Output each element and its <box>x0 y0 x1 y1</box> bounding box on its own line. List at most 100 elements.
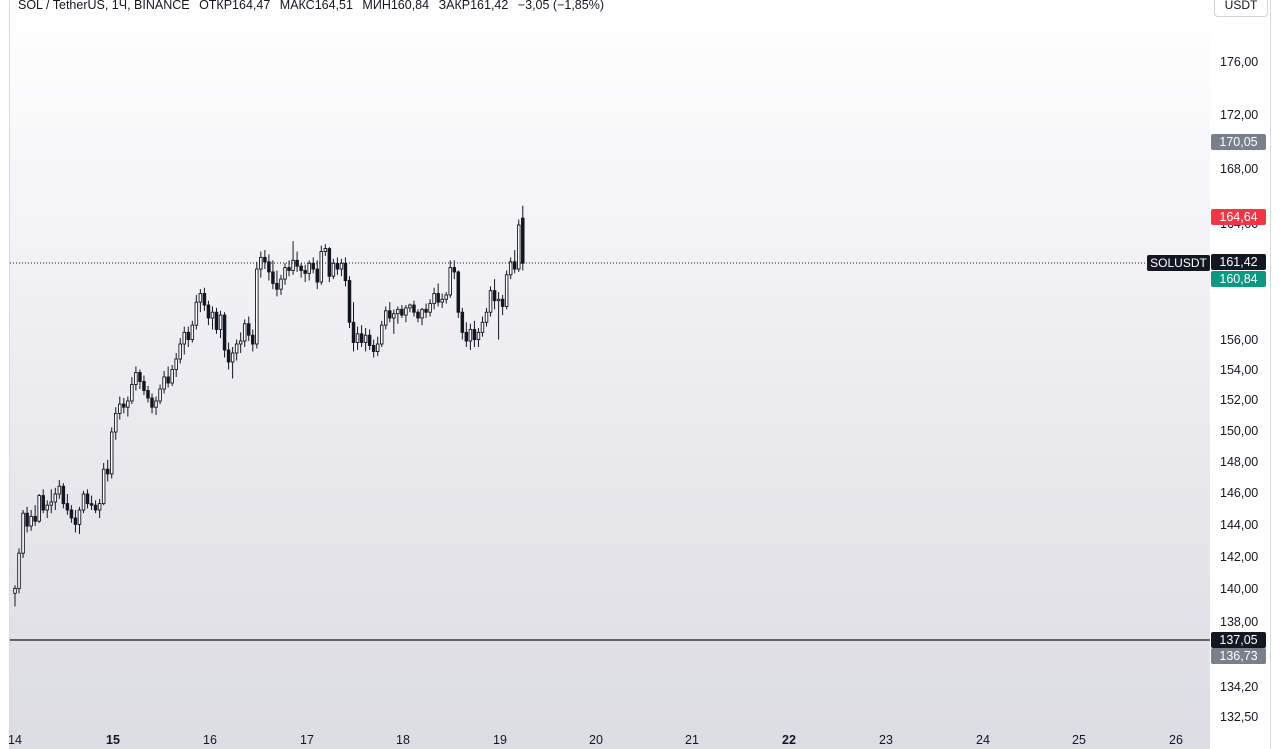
candle-body <box>276 283 279 289</box>
candle-body <box>284 268 287 280</box>
candle-body <box>312 263 315 269</box>
legend-open: ОТКР164,47 <box>199 0 270 12</box>
candle-body <box>50 502 53 505</box>
candle-body <box>171 370 174 384</box>
candle-body <box>445 295 448 299</box>
candle-body <box>376 344 379 352</box>
price-axis-label: 154,00 <box>1220 363 1258 377</box>
candle-body <box>453 268 456 272</box>
candle-body <box>465 332 468 341</box>
time-axis-label: 19 <box>493 733 507 747</box>
candle-body <box>272 272 275 284</box>
candle-body <box>54 494 57 502</box>
candle-body <box>324 249 327 252</box>
candle-body <box>497 299 500 300</box>
candle-body <box>191 325 194 339</box>
candle-body <box>449 268 452 295</box>
hline-price-tag: 137,05 <box>1211 632 1266 648</box>
candle-body <box>239 341 242 344</box>
candle-body <box>288 268 291 271</box>
time-axis-label: 25 <box>1072 733 1086 747</box>
lower-price-tag: 136,73 <box>1211 648 1266 664</box>
legend-change: −3,05 (−1,85%) <box>518 0 604 12</box>
candle-body <box>243 324 246 341</box>
candle-body <box>251 335 254 344</box>
candle-body <box>34 516 37 521</box>
price-axis-label: 152,00 <box>1220 393 1258 407</box>
time-axis-label: 21 <box>685 733 699 747</box>
time-axis-label: 26 <box>1169 733 1183 747</box>
candle-body <box>409 305 412 308</box>
candle-body <box>473 329 476 339</box>
price-axis-label: 134,20 <box>1220 680 1258 694</box>
candle-body <box>203 294 206 306</box>
time-axis-label: 15 <box>106 733 120 747</box>
candle-body <box>457 272 460 312</box>
candle-body <box>26 513 29 526</box>
candle-body <box>433 294 436 304</box>
time-axis-label: 18 <box>396 733 410 747</box>
candle-body <box>163 377 166 389</box>
candle-body <box>477 332 480 339</box>
legend-low: МИН160,84 <box>362 0 429 12</box>
upper-line-price-tag: 170,05 <box>1211 134 1266 150</box>
price-axis-label: 176,00 <box>1220 55 1258 69</box>
candle-body <box>469 329 472 341</box>
candle-body <box>183 332 186 344</box>
candle-body <box>86 494 89 504</box>
time-axis-label: 20 <box>589 733 603 747</box>
symbol-tag: SOLUSDT <box>1147 255 1210 271</box>
low-price-tag: 160,84 <box>1211 271 1266 287</box>
candle-body <box>18 553 21 588</box>
candle-body <box>292 260 295 270</box>
candle-body <box>405 308 408 315</box>
candle-body <box>82 494 85 510</box>
candle-body <box>227 350 230 362</box>
candle-body <box>393 314 396 318</box>
candle-body <box>139 373 142 382</box>
price-axis-label: 132,50 <box>1220 710 1258 724</box>
candle-body <box>195 302 198 325</box>
candle-body <box>207 305 210 318</box>
candle-body <box>42 496 45 510</box>
candle-body <box>332 263 335 276</box>
candle-body <box>509 262 512 275</box>
candle-body <box>110 432 113 474</box>
candle-body <box>131 385 134 402</box>
candle-body <box>429 304 432 313</box>
candle-body <box>102 469 105 503</box>
candle-body <box>437 294 440 303</box>
candle-body <box>425 309 428 312</box>
candle-body <box>493 291 496 301</box>
candle-body <box>264 257 267 261</box>
candle-body <box>211 312 214 318</box>
candle-body <box>66 504 69 510</box>
candle-body <box>352 322 355 342</box>
time-axis-label: 14 <box>8 733 22 747</box>
candle-body <box>505 275 508 307</box>
last-price-tag: 161,42 <box>1211 254 1266 270</box>
candle-body <box>151 398 154 407</box>
candle-body <box>175 359 178 370</box>
candle-body <box>179 344 182 359</box>
candle-body <box>308 263 311 273</box>
chart-legend: SOL / TetherUS, 1Ч, BINANCE ОТКР164,47 М… <box>18 0 610 12</box>
currency-button[interactable]: USDT <box>1214 0 1268 17</box>
candle-body <box>231 353 234 362</box>
legend-close: ЗАКР161,42 <box>439 0 509 12</box>
candle-body <box>38 496 41 522</box>
candle-body <box>247 324 250 336</box>
candle-body <box>368 335 371 345</box>
candle-body <box>364 335 367 342</box>
candle-body <box>123 404 126 407</box>
candle-body <box>517 225 520 269</box>
candle-body <box>348 281 351 323</box>
candle-body <box>58 486 61 494</box>
candle-body <box>90 504 93 506</box>
price-axis-label: 142,00 <box>1220 550 1258 564</box>
legend-symbol[interactable]: SOL / TetherUS, 1Ч, BINANCE <box>18 0 190 12</box>
candle-body <box>167 377 170 383</box>
candle-body <box>521 218 524 263</box>
candle-body <box>481 322 484 332</box>
